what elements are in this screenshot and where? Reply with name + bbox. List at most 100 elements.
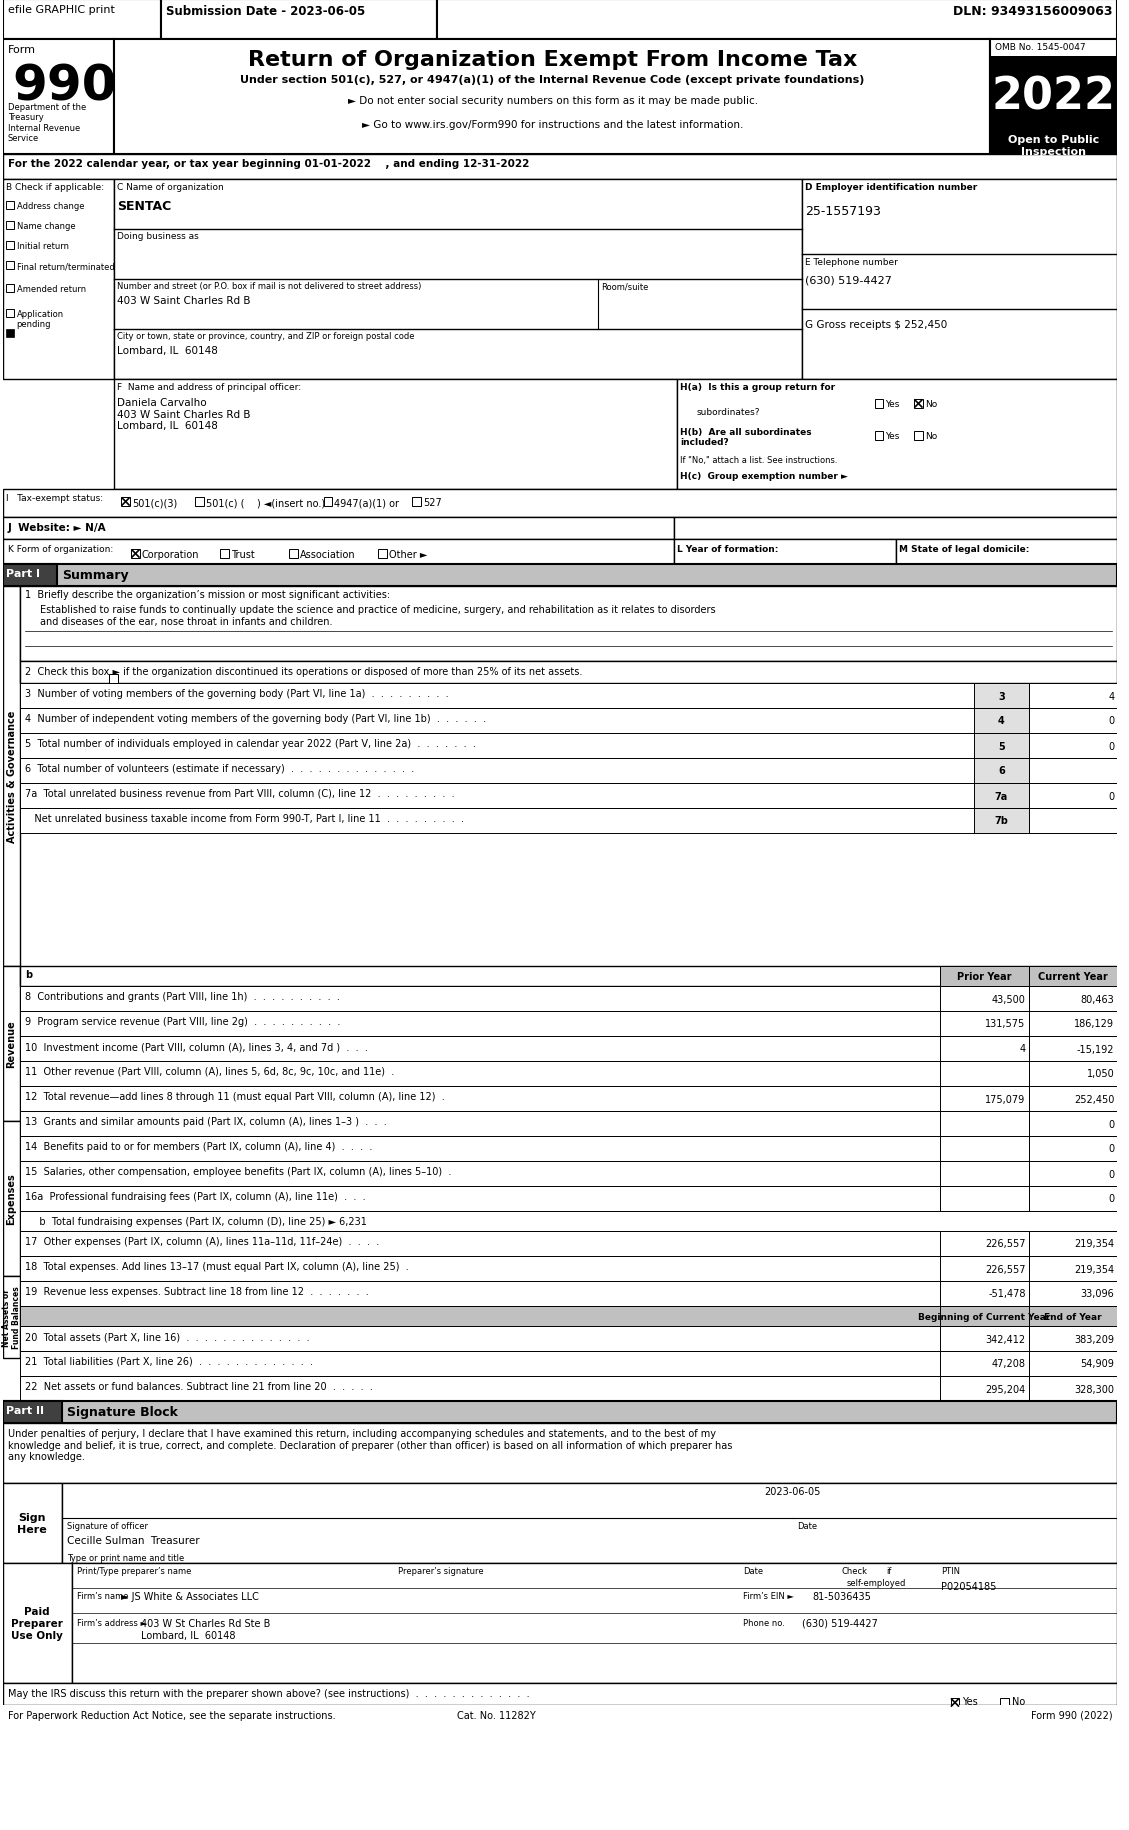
Text: 80,463: 80,463 xyxy=(1080,994,1114,1005)
Bar xyxy=(20,1257,1118,1281)
Text: L Year of formation:: L Year of formation: xyxy=(677,545,778,554)
Bar xyxy=(20,1232,1118,1257)
Text: Address change: Address change xyxy=(17,201,84,210)
Bar xyxy=(2,179,114,381)
Text: 295,204: 295,204 xyxy=(986,1383,1025,1394)
Bar xyxy=(20,1281,1118,1307)
Text: Room/suite: Room/suite xyxy=(601,282,648,291)
Bar xyxy=(20,1136,1118,1162)
Text: Current Year: Current Year xyxy=(1038,972,1108,981)
Bar xyxy=(2,1122,20,1276)
Bar xyxy=(939,1186,1029,1211)
Bar xyxy=(1029,1061,1118,1087)
Text: 5  Total number of individuals employed in calendar year 2022 (Part V, line 2a) : 5 Total number of individuals employed i… xyxy=(26,739,476,748)
Text: City or town, state or province, country, and ZIP or foreign postal code: City or town, state or province, country… xyxy=(117,331,414,340)
Bar xyxy=(939,1232,1029,1257)
Text: 328,300: 328,300 xyxy=(1075,1383,1114,1394)
Text: J  Website: ► N/A: J Website: ► N/A xyxy=(8,523,106,533)
Bar xyxy=(974,734,1029,759)
Text: b  Total fundraising expenses (Part IX, column (D), line 25) ► 6,231: b Total fundraising expenses (Part IX, c… xyxy=(30,1217,367,1226)
Bar xyxy=(20,734,1118,759)
Bar xyxy=(1029,734,1118,759)
Text: Paid
Preparer
Use Only: Paid Preparer Use Only xyxy=(11,1607,63,1640)
Text: 10  Investment income (Part VIII, column (A), lines 3, 4, and 7d )  .  .  .: 10 Investment income (Part VIII, column … xyxy=(26,1041,368,1052)
Text: Under penalties of perjury, I declare that I have examined this return, includin: Under penalties of perjury, I declare th… xyxy=(8,1427,732,1462)
Bar xyxy=(62,1482,1118,1563)
Text: K Form of organization:: K Form of organization: xyxy=(8,545,113,554)
Text: 226,557: 226,557 xyxy=(986,1239,1025,1248)
Bar xyxy=(1029,708,1118,734)
Text: Print/Type preparer’s name: Print/Type preparer’s name xyxy=(77,1566,191,1576)
Bar xyxy=(939,1257,1029,1281)
Text: Firm’s address ►: Firm’s address ► xyxy=(77,1618,147,1627)
Text: 0: 0 xyxy=(1109,1169,1114,1179)
Bar xyxy=(2,490,1118,518)
Bar xyxy=(2,518,674,540)
Text: 0: 0 xyxy=(1109,1144,1114,1155)
Text: 7a  Total unrelated business revenue from Part VIII, column (C), line 12  .  .  : 7a Total unrelated business revenue from… xyxy=(26,789,455,798)
Text: 22  Net assets or fund balances. Subtract line 21 from line 20  .  .  .  .  .: 22 Net assets or fund balances. Subtract… xyxy=(26,1382,374,1391)
Text: H(b)  Are all subordinates
included?: H(b) Are all subordinates included? xyxy=(680,428,812,447)
Bar xyxy=(6,329,14,339)
Text: Net unrelated business taxable income from Form 990-T, Part I, line 11  .  .  . : Net unrelated business taxable income fr… xyxy=(26,814,464,824)
Text: if the organization discontinued its operations or disposed of more than 25% of : if the organization discontinued its ope… xyxy=(120,666,583,677)
Text: 7a: 7a xyxy=(995,791,1008,802)
Text: ► Go to www.irs.gov/Form990 for instructions and the latest information.: ► Go to www.irs.gov/Form990 for instruct… xyxy=(362,121,743,130)
Text: 403 W Saint Charles Rd B: 403 W Saint Charles Rd B xyxy=(117,296,251,306)
Bar xyxy=(974,759,1029,783)
Text: 219,354: 219,354 xyxy=(1075,1265,1114,1274)
Text: -51,478: -51,478 xyxy=(988,1288,1025,1299)
Text: Preparer’s signature: Preparer’s signature xyxy=(397,1566,483,1576)
Text: 9  Program service revenue (Part VIII, line 2g)  .  .  .  .  .  .  .  .  .  .: 9 Program service revenue (Part VIII, li… xyxy=(26,1016,341,1027)
Text: 0: 0 xyxy=(1109,1118,1114,1129)
Text: 19  Revenue less expenses. Subtract line 18 from line 12  .  .  .  .  .  .  .: 19 Revenue less expenses. Subtract line … xyxy=(26,1286,369,1296)
Bar xyxy=(20,759,1118,783)
Bar xyxy=(20,1307,1118,1327)
Text: C Name of organization: C Name of organization xyxy=(117,183,224,192)
Bar xyxy=(2,1563,72,1684)
Bar xyxy=(1029,1111,1118,1136)
Bar xyxy=(131,549,140,558)
Text: 25-1557193: 25-1557193 xyxy=(805,205,882,218)
Bar xyxy=(2,1402,1118,1424)
Text: 527: 527 xyxy=(423,498,443,507)
Bar xyxy=(160,0,437,40)
Bar xyxy=(939,1327,1029,1351)
Bar xyxy=(939,986,1029,1012)
Text: b: b xyxy=(26,970,33,979)
Bar xyxy=(1029,1281,1118,1307)
Text: 20  Total assets (Part X, line 16)  .  .  .  .  .  .  .  .  .  .  .  .  .  .: 20 Total assets (Part X, line 16) . . . … xyxy=(26,1330,310,1341)
Bar xyxy=(2,565,58,587)
Text: 3  Number of voting members of the governing body (Part VI, line 1a)  .  .  .  .: 3 Number of voting members of the govern… xyxy=(26,688,449,699)
Bar xyxy=(20,1012,1118,1036)
Text: Yes: Yes xyxy=(962,1696,978,1706)
Text: subordinates?: subordinates? xyxy=(697,408,760,417)
Bar xyxy=(6,201,14,210)
Bar xyxy=(20,587,1118,662)
Bar xyxy=(1029,1376,1118,1402)
Bar xyxy=(20,1111,1118,1136)
Bar xyxy=(2,565,1118,587)
Text: 0: 0 xyxy=(1109,716,1114,727)
Text: May the IRS discuss this return with the preparer shown above? (see instructions: May the IRS discuss this return with the… xyxy=(8,1687,530,1698)
Text: 501(c) (    ) ◄(insert no.): 501(c) ( ) ◄(insert no.) xyxy=(207,498,325,507)
Text: 2022: 2022 xyxy=(991,75,1115,117)
Bar xyxy=(939,1136,1029,1162)
Text: Firm’s name: Firm’s name xyxy=(77,1590,129,1599)
Text: Activities & Governance: Activities & Governance xyxy=(7,710,17,844)
Text: Part II: Part II xyxy=(6,1405,44,1415)
Bar xyxy=(412,498,421,507)
Bar xyxy=(72,1563,1118,1684)
Bar xyxy=(974,708,1029,734)
Bar xyxy=(1029,1232,1118,1257)
Text: Amended return: Amended return xyxy=(17,285,86,295)
Bar xyxy=(1029,966,1118,986)
Bar xyxy=(114,179,803,381)
Text: Final return/terminated: Final return/terminated xyxy=(17,262,114,271)
Text: Department of the
Treasury
Internal Revenue
Service: Department of the Treasury Internal Reve… xyxy=(8,102,86,143)
Bar xyxy=(939,1087,1029,1111)
Text: Doing business as: Doing business as xyxy=(117,232,199,242)
Text: Summary: Summary xyxy=(62,569,129,582)
Text: Established to raise funds to continually update the science and practice of med: Established to raise funds to continuall… xyxy=(41,604,716,626)
Bar xyxy=(2,540,674,565)
